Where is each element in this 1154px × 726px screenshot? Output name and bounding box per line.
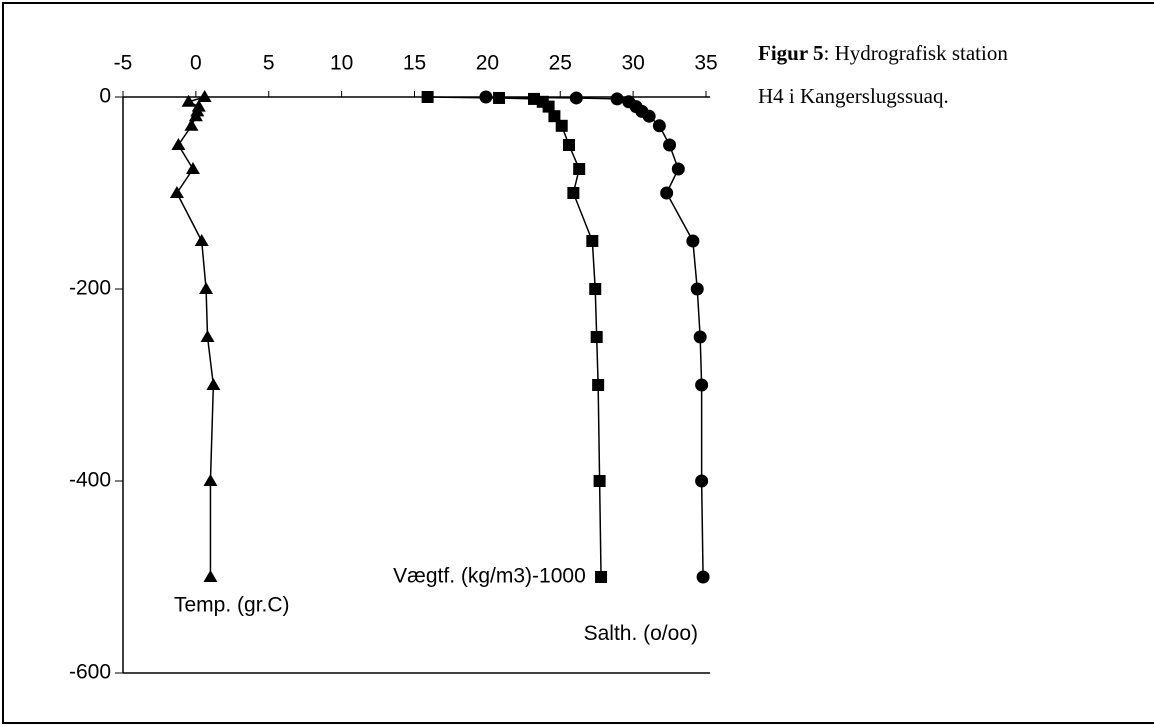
marker	[203, 474, 218, 486]
marker	[593, 475, 606, 487]
x-tick-label: 0	[190, 52, 202, 75]
marker	[660, 186, 674, 200]
marker	[562, 139, 575, 151]
marker	[663, 138, 677, 152]
x-tick-label: 30	[621, 52, 644, 75]
marker	[194, 234, 209, 246]
caption: Figur 5: Hydrografisk station	[758, 41, 1008, 65]
marker	[610, 92, 624, 106]
marker	[421, 91, 434, 103]
marker	[589, 283, 602, 295]
x-tick-label: 25	[549, 52, 572, 75]
marker	[197, 90, 212, 102]
marker	[555, 119, 568, 132]
marker	[479, 90, 493, 104]
marker	[185, 162, 200, 174]
marker	[690, 282, 704, 296]
series-label: Vægtf. (kg/m3)-1000	[393, 565, 586, 588]
marker	[693, 330, 707, 344]
marker	[569, 91, 583, 105]
marker	[188, 109, 203, 122]
y-tick-label: 0	[99, 85, 111, 108]
marker	[542, 100, 555, 113]
x-tick-label: 10	[330, 52, 353, 75]
marker	[652, 119, 666, 133]
x-tick-label: 35	[694, 52, 717, 75]
series-label: Salth. (o/oo)	[584, 622, 698, 645]
x-tick-label: 15	[403, 52, 426, 75]
marker	[695, 378, 709, 392]
y-tick-label: -400	[69, 469, 111, 492]
marker	[567, 187, 580, 199]
marker	[200, 330, 215, 342]
y-tick-label: -200	[69, 277, 111, 300]
marker	[586, 235, 599, 247]
x-tick-label: -5	[114, 52, 133, 75]
marker	[592, 379, 605, 391]
marker	[548, 110, 561, 123]
marker	[696, 570, 710, 584]
marker	[573, 163, 586, 175]
x-tick-label: 20	[476, 52, 499, 75]
marker	[695, 474, 709, 488]
marker	[686, 234, 700, 248]
marker	[199, 282, 214, 294]
y-tick-label: -600	[69, 661, 111, 684]
marker	[184, 118, 199, 131]
series-label: Temp. (gr.C)	[174, 593, 290, 616]
caption-text: H4 i Kangerslugssuaq.	[758, 84, 949, 108]
marker	[590, 331, 603, 343]
caption-label: Figur 5	[758, 41, 824, 65]
marker	[171, 138, 186, 150]
marker	[642, 109, 656, 123]
marker	[595, 571, 608, 583]
marker	[493, 91, 506, 104]
caption-text: : Hydrografisk station	[824, 41, 1009, 65]
marker	[169, 186, 184, 198]
x-tick-label: 5	[263, 52, 275, 75]
marker	[671, 162, 685, 176]
marker	[203, 570, 218, 582]
marker	[181, 94, 196, 107]
marker	[206, 378, 221, 390]
